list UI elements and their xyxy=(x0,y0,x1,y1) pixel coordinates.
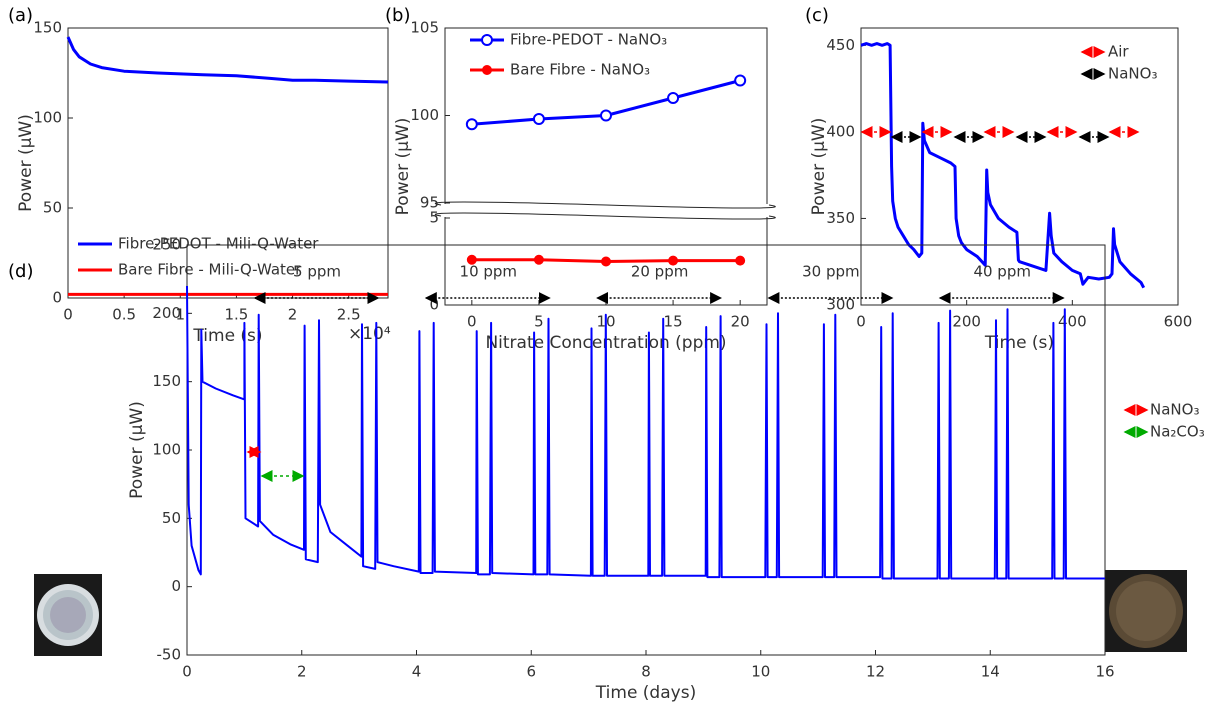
y-tick-label: 5 xyxy=(429,209,439,227)
legend-label: Air xyxy=(1108,43,1129,61)
legend-label: Bare Fibre - NaNO₃ xyxy=(510,61,650,79)
x-scale-label: ×10⁴ xyxy=(348,324,391,344)
legend-label: NaNO₃ xyxy=(1108,65,1157,83)
axes-frame xyxy=(186,244,1106,656)
x-tick-label: 16 xyxy=(1095,663,1114,681)
data-point xyxy=(533,254,544,265)
photo-left xyxy=(34,574,102,656)
y-axis-label: Power (µW) xyxy=(127,401,147,499)
ppm-label: 30 ppm xyxy=(802,263,860,281)
x-tick-label: 0 xyxy=(467,313,477,331)
y-tick-label: 100 xyxy=(410,106,439,124)
break-line xyxy=(434,201,776,209)
x-tick-label: 200 xyxy=(952,313,981,331)
ppm-label: 5 ppm xyxy=(293,263,341,281)
x-tick-label: 5 xyxy=(534,313,544,331)
legend-label: Na₂CO₃ xyxy=(1150,423,1205,441)
axis-break xyxy=(443,204,769,217)
x-tick-label: 600 xyxy=(1164,313,1193,331)
legend-label: Bare Fibre - Mili-Q-Water xyxy=(118,261,302,279)
y-tick-label: 200 xyxy=(152,304,181,322)
x-tick-label: 1 xyxy=(176,306,186,324)
x-tick-label: 2 xyxy=(297,663,307,681)
x-tick-label: 0 xyxy=(63,306,73,324)
data-point xyxy=(668,255,679,266)
break-line xyxy=(434,212,776,220)
y-tick-label: 100 xyxy=(152,441,181,459)
photo-right xyxy=(1105,570,1187,652)
y-tick-label: 0 xyxy=(52,289,62,307)
x-axis-label: Time (s) xyxy=(984,333,1054,353)
x-tick-label: 1.5 xyxy=(224,306,248,324)
panel-label: (c) xyxy=(805,5,829,26)
x-tick-label: 14 xyxy=(981,663,1000,681)
panel-label: (a) xyxy=(8,5,33,26)
x-tick-label: 4 xyxy=(412,663,422,681)
data-point xyxy=(466,254,477,265)
y-tick-label: 50 xyxy=(162,509,181,527)
legend-marker xyxy=(482,65,492,75)
data-point xyxy=(465,118,478,131)
x-tick-label: 20 xyxy=(731,313,750,331)
x-axis-label: Time (s) xyxy=(192,326,262,346)
legend-label: Fibre-PEDOT - NaNO₃ xyxy=(510,31,667,49)
y-axis-label: Power (µW) xyxy=(809,118,829,216)
y-axis-label: Power (µW) xyxy=(16,114,36,212)
y-tick-label: 250 xyxy=(152,236,181,254)
x-tick-label: 2 xyxy=(288,306,298,324)
y-tick-label: -50 xyxy=(157,646,182,664)
x-tick-label: 8 xyxy=(641,663,651,681)
legend-label: Fibre-PEDOT - Mili-Q-Water xyxy=(118,235,319,253)
x-tick-label: 12 xyxy=(866,663,885,681)
legend-label: NaNO₃ xyxy=(1150,401,1199,419)
ppm-label: 40 ppm xyxy=(973,263,1031,281)
panel-label: (d) xyxy=(8,261,33,282)
x-tick-label: 400 xyxy=(1058,313,1087,331)
x-axis-label: Time (days) xyxy=(595,683,696,703)
legend-marker xyxy=(481,34,493,46)
x-tick-label: 15 xyxy=(664,313,683,331)
y-tick-label: 105 xyxy=(410,19,439,37)
data-point xyxy=(667,92,680,104)
y-axis-label: Power (µW) xyxy=(393,118,413,216)
x-tick-label: 0 xyxy=(182,663,192,681)
series-line xyxy=(66,36,389,84)
y-tick-label: 150 xyxy=(33,19,62,37)
y-tick-label: 450 xyxy=(826,36,855,54)
panel-label: (b) xyxy=(385,5,410,26)
x-tick-label: 0.5 xyxy=(112,306,136,324)
y-tick-label: 50 xyxy=(43,199,62,217)
ppm-label: 10 ppm xyxy=(460,263,518,281)
x-tick-label: 0 xyxy=(856,313,866,331)
x-tick-label: 2.5 xyxy=(337,306,361,324)
x-tick-label: 6 xyxy=(526,663,536,681)
series-line xyxy=(860,42,1146,289)
data-point xyxy=(532,113,545,125)
y-tick-label: 95 xyxy=(420,194,439,212)
y-tick-label: 100 xyxy=(33,109,62,127)
ppm-label: 20 ppm xyxy=(631,263,689,281)
y-tick-label: 350 xyxy=(826,209,855,227)
y-tick-label: 400 xyxy=(826,122,855,140)
y-tick-label: 0 xyxy=(171,577,181,595)
data-point xyxy=(601,256,611,267)
data-point xyxy=(735,255,746,266)
data-point xyxy=(734,74,747,87)
y-tick-label: 150 xyxy=(152,372,181,390)
y-tick-label: 0 xyxy=(429,296,439,314)
x-tick-label: 10 xyxy=(751,663,770,681)
data-point xyxy=(600,109,612,122)
